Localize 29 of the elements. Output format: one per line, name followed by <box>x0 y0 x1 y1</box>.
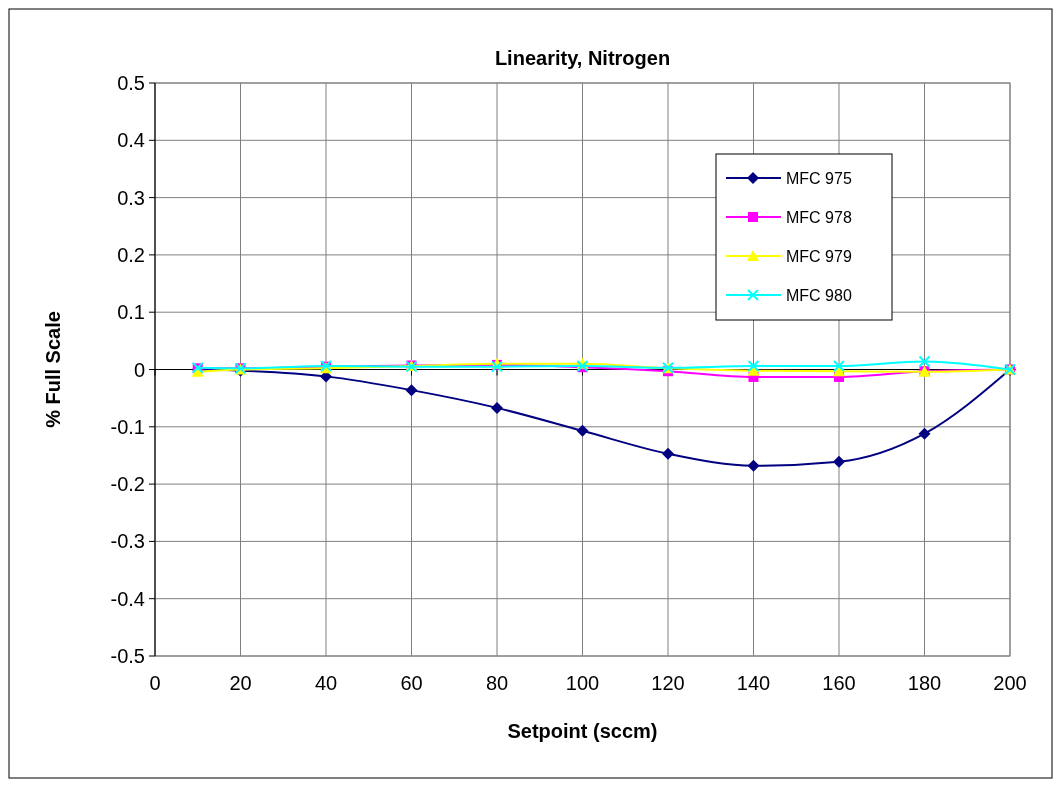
x-tick-label: 200 <box>993 672 1027 694</box>
y-tick-label: 0.3 <box>117 186 145 209</box>
y-tick-label: 0.2 <box>117 243 145 266</box>
x-tick-label: 180 <box>907 672 942 694</box>
x-tick-label: 80 <box>485 672 509 694</box>
y-tick-label: 0.1 <box>117 301 145 324</box>
y-tick-label: 0.5 <box>117 72 145 94</box>
y-axis-title: % Full Scale <box>42 311 64 428</box>
y-tick-label: -0.4 <box>110 587 145 610</box>
x-tick-label: 20 <box>229 672 252 694</box>
x-axis-title: Setpoint (sccm) <box>507 720 658 742</box>
legend-label: MFC 975 <box>786 169 852 187</box>
y-tick-label: -0.2 <box>110 473 145 496</box>
x-tick-label: 60 <box>400 672 423 694</box>
x-tick-label: 100 <box>565 672 600 694</box>
y-tick-label: 0 <box>133 358 145 381</box>
x-tick-label: 40 <box>314 672 338 694</box>
legend-label: MFC 978 <box>786 208 852 226</box>
y-tick-label: -0.5 <box>110 645 145 667</box>
x-tick-label: 160 <box>822 672 856 694</box>
x-tick-label: 0 <box>149 672 161 694</box>
legend-label: MFC 979 <box>786 247 852 265</box>
y-tick-label: -0.3 <box>110 530 145 553</box>
x-tick-label: 140 <box>736 672 771 694</box>
x-tick-label: 120 <box>651 672 685 694</box>
y-tick-label: 0.4 <box>117 129 145 152</box>
y-tick-label: -0.1 <box>110 415 145 438</box>
legend-label: MFC 980 <box>786 286 852 304</box>
chart-title: Linearity, Nitrogen <box>494 47 671 69</box>
